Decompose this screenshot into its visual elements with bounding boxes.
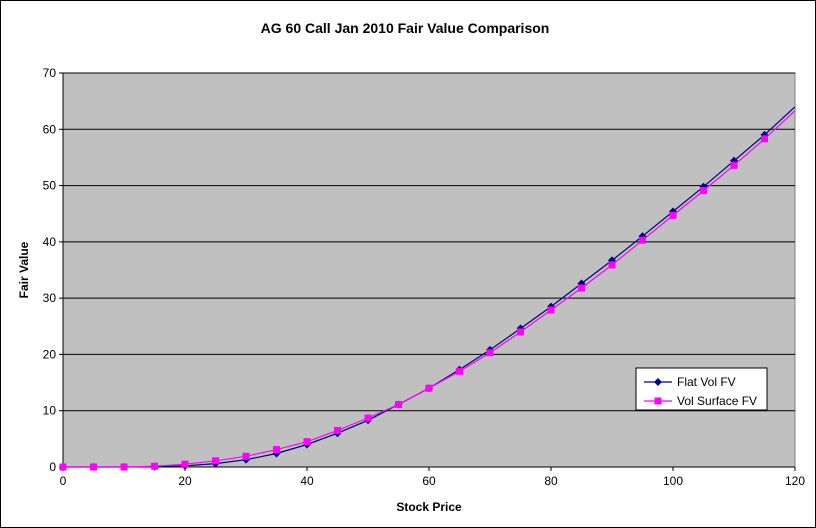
grid-lines xyxy=(63,72,795,412)
data-point xyxy=(212,457,219,465)
data-point xyxy=(700,187,707,195)
series-2 xyxy=(59,110,796,471)
y-tick-label: 40 xyxy=(43,235,57,249)
x-tick-label: 100 xyxy=(663,474,683,488)
data-point xyxy=(273,446,280,454)
chart-title: AG 60 Call Jan 2010 Fair Value Compariso… xyxy=(261,20,550,36)
data-point xyxy=(761,135,768,143)
data-point xyxy=(334,426,341,434)
y-tick-label: 50 xyxy=(43,179,57,193)
y-tick-label: 0 xyxy=(49,460,56,474)
x-tick-label: 60 xyxy=(422,474,436,488)
legend: Flat Vol FV Vol Surface FV xyxy=(635,367,768,411)
data-point xyxy=(120,463,128,471)
y-tick-label: 20 xyxy=(43,347,57,361)
data-point xyxy=(151,462,158,470)
data-point xyxy=(654,378,662,386)
legend-label: Vol Surface FV xyxy=(677,394,757,408)
y-tick-label: 30 xyxy=(43,291,57,305)
y-tick-label: 60 xyxy=(43,122,57,136)
data-point xyxy=(578,284,585,292)
y-axis-label: Fair Value xyxy=(17,241,31,298)
data-point xyxy=(59,463,67,471)
data-point xyxy=(608,261,616,269)
y-tick-label: 10 xyxy=(43,404,57,418)
x-tick-label: 0 xyxy=(60,474,67,488)
data-point xyxy=(425,384,433,392)
x-tick-label: 80 xyxy=(544,474,558,488)
y-tick-label: 70 xyxy=(43,66,57,80)
data-point xyxy=(654,397,662,405)
data-point xyxy=(639,236,646,244)
data-point xyxy=(547,306,555,314)
data-point xyxy=(669,211,677,219)
x-axis-label: Stock Price xyxy=(396,500,462,514)
data-point xyxy=(181,460,189,468)
data-point xyxy=(517,328,524,336)
data-point xyxy=(364,414,372,422)
data-point xyxy=(486,349,494,357)
data-point xyxy=(242,452,250,460)
data-point xyxy=(730,161,738,169)
data-point xyxy=(395,401,402,409)
data-point xyxy=(303,438,311,446)
legend-label: Flat Vol FV xyxy=(677,375,736,389)
data-point xyxy=(90,463,97,471)
x-tick-label: 120 xyxy=(785,474,805,488)
axes: 0 10 20 30 40 50 60 70 0 20 40 60 80 100 120 xyxy=(43,66,806,488)
data-point xyxy=(456,367,463,375)
x-tick-label: 20 xyxy=(178,474,192,488)
x-tick-label: 40 xyxy=(300,474,314,488)
series-layer xyxy=(59,106,796,471)
